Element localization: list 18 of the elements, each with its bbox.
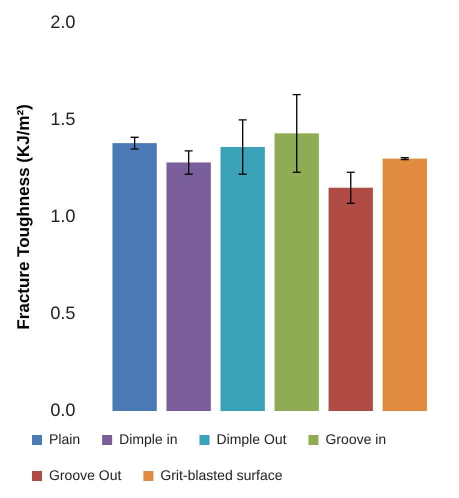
y-tick-label: 1.0 [50,206,76,226]
legend-label: Dimple in [119,430,178,447]
bar [112,143,157,411]
bar [382,158,427,411]
bar [220,147,265,411]
y-tick-label: 0.0 [50,400,76,420]
bar [274,133,319,411]
legend-label: Plain [49,430,80,447]
bar [166,162,211,411]
y-axis-title: Fracture Toughness (KJ/m²) [14,104,33,330]
legend-label: Grit-blasted surface [160,466,283,483]
legend-label: Dimple Out [216,430,287,447]
y-tick-label: 2.0 [50,12,76,32]
y-tick-label: 0.5 [50,302,76,323]
bar [328,188,373,411]
legend-label: Groove Out [49,466,122,483]
y-tick-label: 1.5 [50,108,76,129]
legend-label: Groove in [326,430,386,447]
